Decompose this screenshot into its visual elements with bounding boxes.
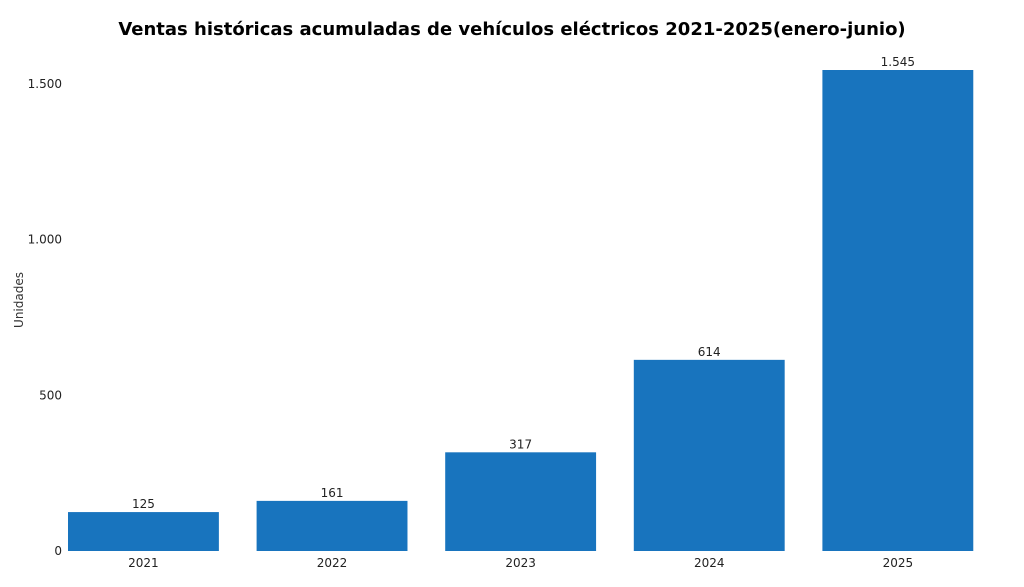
y-tick-label: 1.500 xyxy=(28,77,62,91)
data-label-2021: 125 xyxy=(132,497,155,511)
y-tick-label: 500 xyxy=(39,388,62,402)
bars: 125 161 317 614 1.545 xyxy=(68,55,974,551)
data-label-2023: 317 xyxy=(509,437,532,451)
x-axis: 2021 2022 2023 2024 2025 xyxy=(128,556,913,570)
x-tick-label: 2021 xyxy=(128,556,159,570)
x-tick-label: 2024 xyxy=(694,556,725,570)
data-label-2025: 1.545 xyxy=(881,55,915,69)
y-axis: 0 500 1.000 1.500 xyxy=(28,77,62,558)
y-tick-label: 1.000 xyxy=(28,233,62,247)
bar-2023 xyxy=(445,452,597,551)
chart-title: Ventas históricas acumuladas de vehículo… xyxy=(118,19,906,40)
y-tick-label: 0 xyxy=(54,544,62,558)
x-tick-label: 2023 xyxy=(505,556,536,570)
x-tick-label: 2025 xyxy=(883,556,914,570)
bar-2022 xyxy=(256,500,408,551)
data-label-2022: 161 xyxy=(321,486,344,500)
y-axis-title: Unidades xyxy=(12,272,26,328)
x-tick-label: 2022 xyxy=(317,556,348,570)
bar-2021 xyxy=(68,512,219,551)
bar-2025 xyxy=(822,70,974,551)
data-label-2024: 614 xyxy=(698,345,721,359)
bar-2024 xyxy=(633,359,785,551)
